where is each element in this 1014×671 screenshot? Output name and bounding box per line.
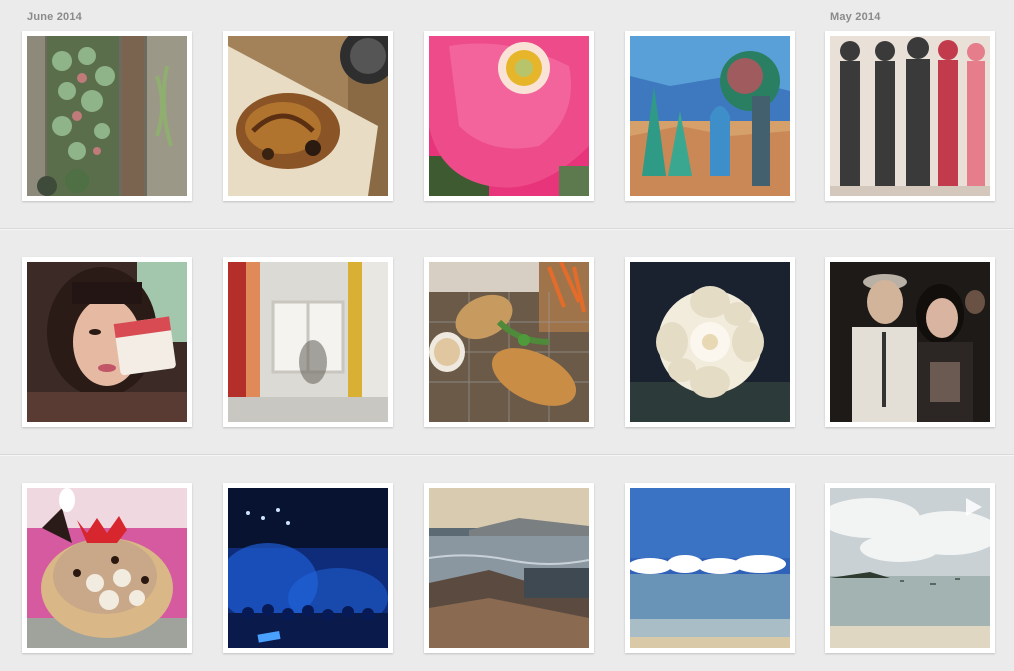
photo-pink-poppy [429,36,589,196]
month-label-june: June 2014 [27,11,83,23]
photo-tile-dessert[interactable] [22,483,192,653]
photo-tile-selfie[interactable] [22,257,192,427]
photo-beach-blue-sky [630,488,790,648]
photo-pastry [228,36,388,196]
photo-tile-pastry[interactable] [223,31,393,201]
photo-tile-sandwich[interactable] [424,257,594,427]
photo-tile-ocean-sunset[interactable] [424,483,594,653]
photo-tile-poppy[interactable] [424,31,594,201]
photo-beach-video [830,488,990,648]
photo-tile-window[interactable] [223,257,393,427]
row-divider [0,228,1014,230]
photo-tile-beach-sky[interactable] [625,483,795,653]
photo-ocean-sunset [429,488,589,648]
photo-tile-concert[interactable] [223,483,393,653]
photo-ice-cream-dessert [27,488,187,648]
photo-tile-white-flower[interactable] [625,257,795,427]
photo-blurred-window [228,262,388,422]
photo-white-flower [630,262,790,422]
photo-band-poster [830,36,990,196]
photo-succulent-planter [27,36,187,196]
photo-selfie [27,262,187,422]
photo-tile-beach-video[interactable] [825,483,995,653]
photo-tile-couple[interactable] [825,257,995,427]
photo-tile-succulent[interactable] [22,31,192,201]
month-label-may: May 2014 [830,11,881,23]
photo-concert-crowd [228,488,388,648]
photo-tile-band[interactable] [825,31,995,201]
play-icon[interactable] [966,498,982,516]
photo-sandwich-fries [429,262,589,422]
photo-illustrated-landscape [630,36,790,196]
photo-tile-illustration[interactable] [625,31,795,201]
photo-couple-at-event [830,262,990,422]
row-divider [0,454,1014,456]
